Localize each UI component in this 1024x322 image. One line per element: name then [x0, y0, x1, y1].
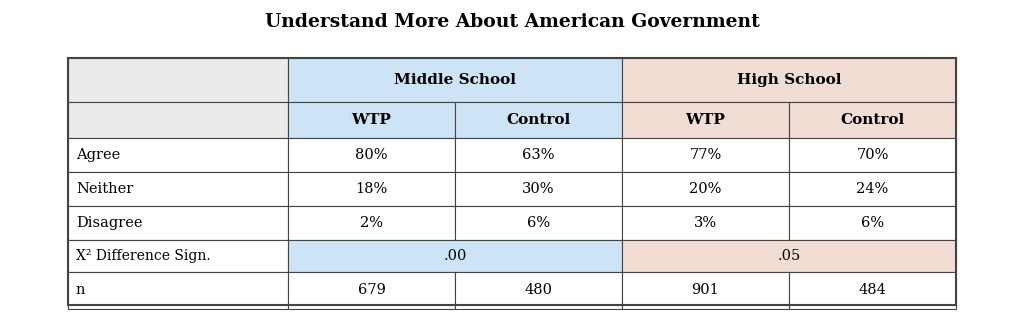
Bar — [288, 102, 455, 138]
Bar — [288, 272, 455, 309]
Text: 30%: 30% — [522, 182, 555, 196]
Bar — [622, 102, 790, 138]
Bar — [622, 240, 956, 272]
Text: .05: .05 — [777, 249, 801, 263]
Text: Middle School: Middle School — [394, 73, 516, 87]
Bar — [455, 138, 622, 172]
Bar — [68, 102, 288, 138]
Text: 484: 484 — [858, 283, 887, 298]
Text: 24%: 24% — [856, 182, 889, 196]
Bar — [790, 206, 956, 240]
Text: .00: .00 — [443, 249, 467, 263]
Bar — [790, 138, 956, 172]
Bar — [455, 172, 622, 206]
Bar — [622, 172, 790, 206]
Text: Neither: Neither — [76, 182, 133, 196]
Bar — [68, 240, 288, 272]
Text: 20%: 20% — [689, 182, 722, 196]
Text: 480: 480 — [524, 283, 553, 298]
Bar — [622, 58, 956, 102]
Bar — [455, 206, 622, 240]
Bar — [790, 272, 956, 309]
Text: 77%: 77% — [689, 148, 722, 162]
Text: X² Difference Sign.: X² Difference Sign. — [76, 249, 211, 263]
Text: Control: Control — [841, 113, 904, 127]
Bar — [68, 58, 288, 102]
Bar — [288, 240, 622, 272]
Text: 679: 679 — [357, 283, 385, 298]
Text: WTP: WTP — [351, 113, 391, 127]
Bar — [288, 58, 622, 102]
Bar — [288, 138, 455, 172]
Text: 18%: 18% — [355, 182, 388, 196]
Text: 3%: 3% — [694, 216, 717, 230]
Text: 2%: 2% — [360, 216, 383, 230]
Bar — [622, 138, 790, 172]
Text: High School: High School — [736, 73, 842, 87]
Text: Agree: Agree — [76, 148, 120, 162]
Text: Understand More About American Government: Understand More About American Governmen… — [264, 13, 760, 31]
Text: 6%: 6% — [861, 216, 884, 230]
Bar — [68, 138, 288, 172]
Bar — [68, 206, 288, 240]
Bar — [455, 102, 622, 138]
Bar — [68, 58, 956, 305]
Text: Disagree: Disagree — [76, 216, 142, 230]
Bar — [288, 206, 455, 240]
Bar — [790, 102, 956, 138]
Text: n: n — [76, 283, 85, 298]
Text: Control: Control — [507, 113, 570, 127]
Text: 6%: 6% — [527, 216, 550, 230]
Bar — [622, 206, 790, 240]
Bar — [790, 172, 956, 206]
Text: 901: 901 — [691, 283, 720, 298]
Bar — [68, 272, 288, 309]
Bar — [622, 272, 790, 309]
Text: 80%: 80% — [355, 148, 388, 162]
Text: 70%: 70% — [856, 148, 889, 162]
Bar — [455, 272, 622, 309]
Text: WTP: WTP — [685, 113, 725, 127]
Bar — [288, 172, 455, 206]
Bar — [68, 172, 288, 206]
Text: 63%: 63% — [522, 148, 555, 162]
